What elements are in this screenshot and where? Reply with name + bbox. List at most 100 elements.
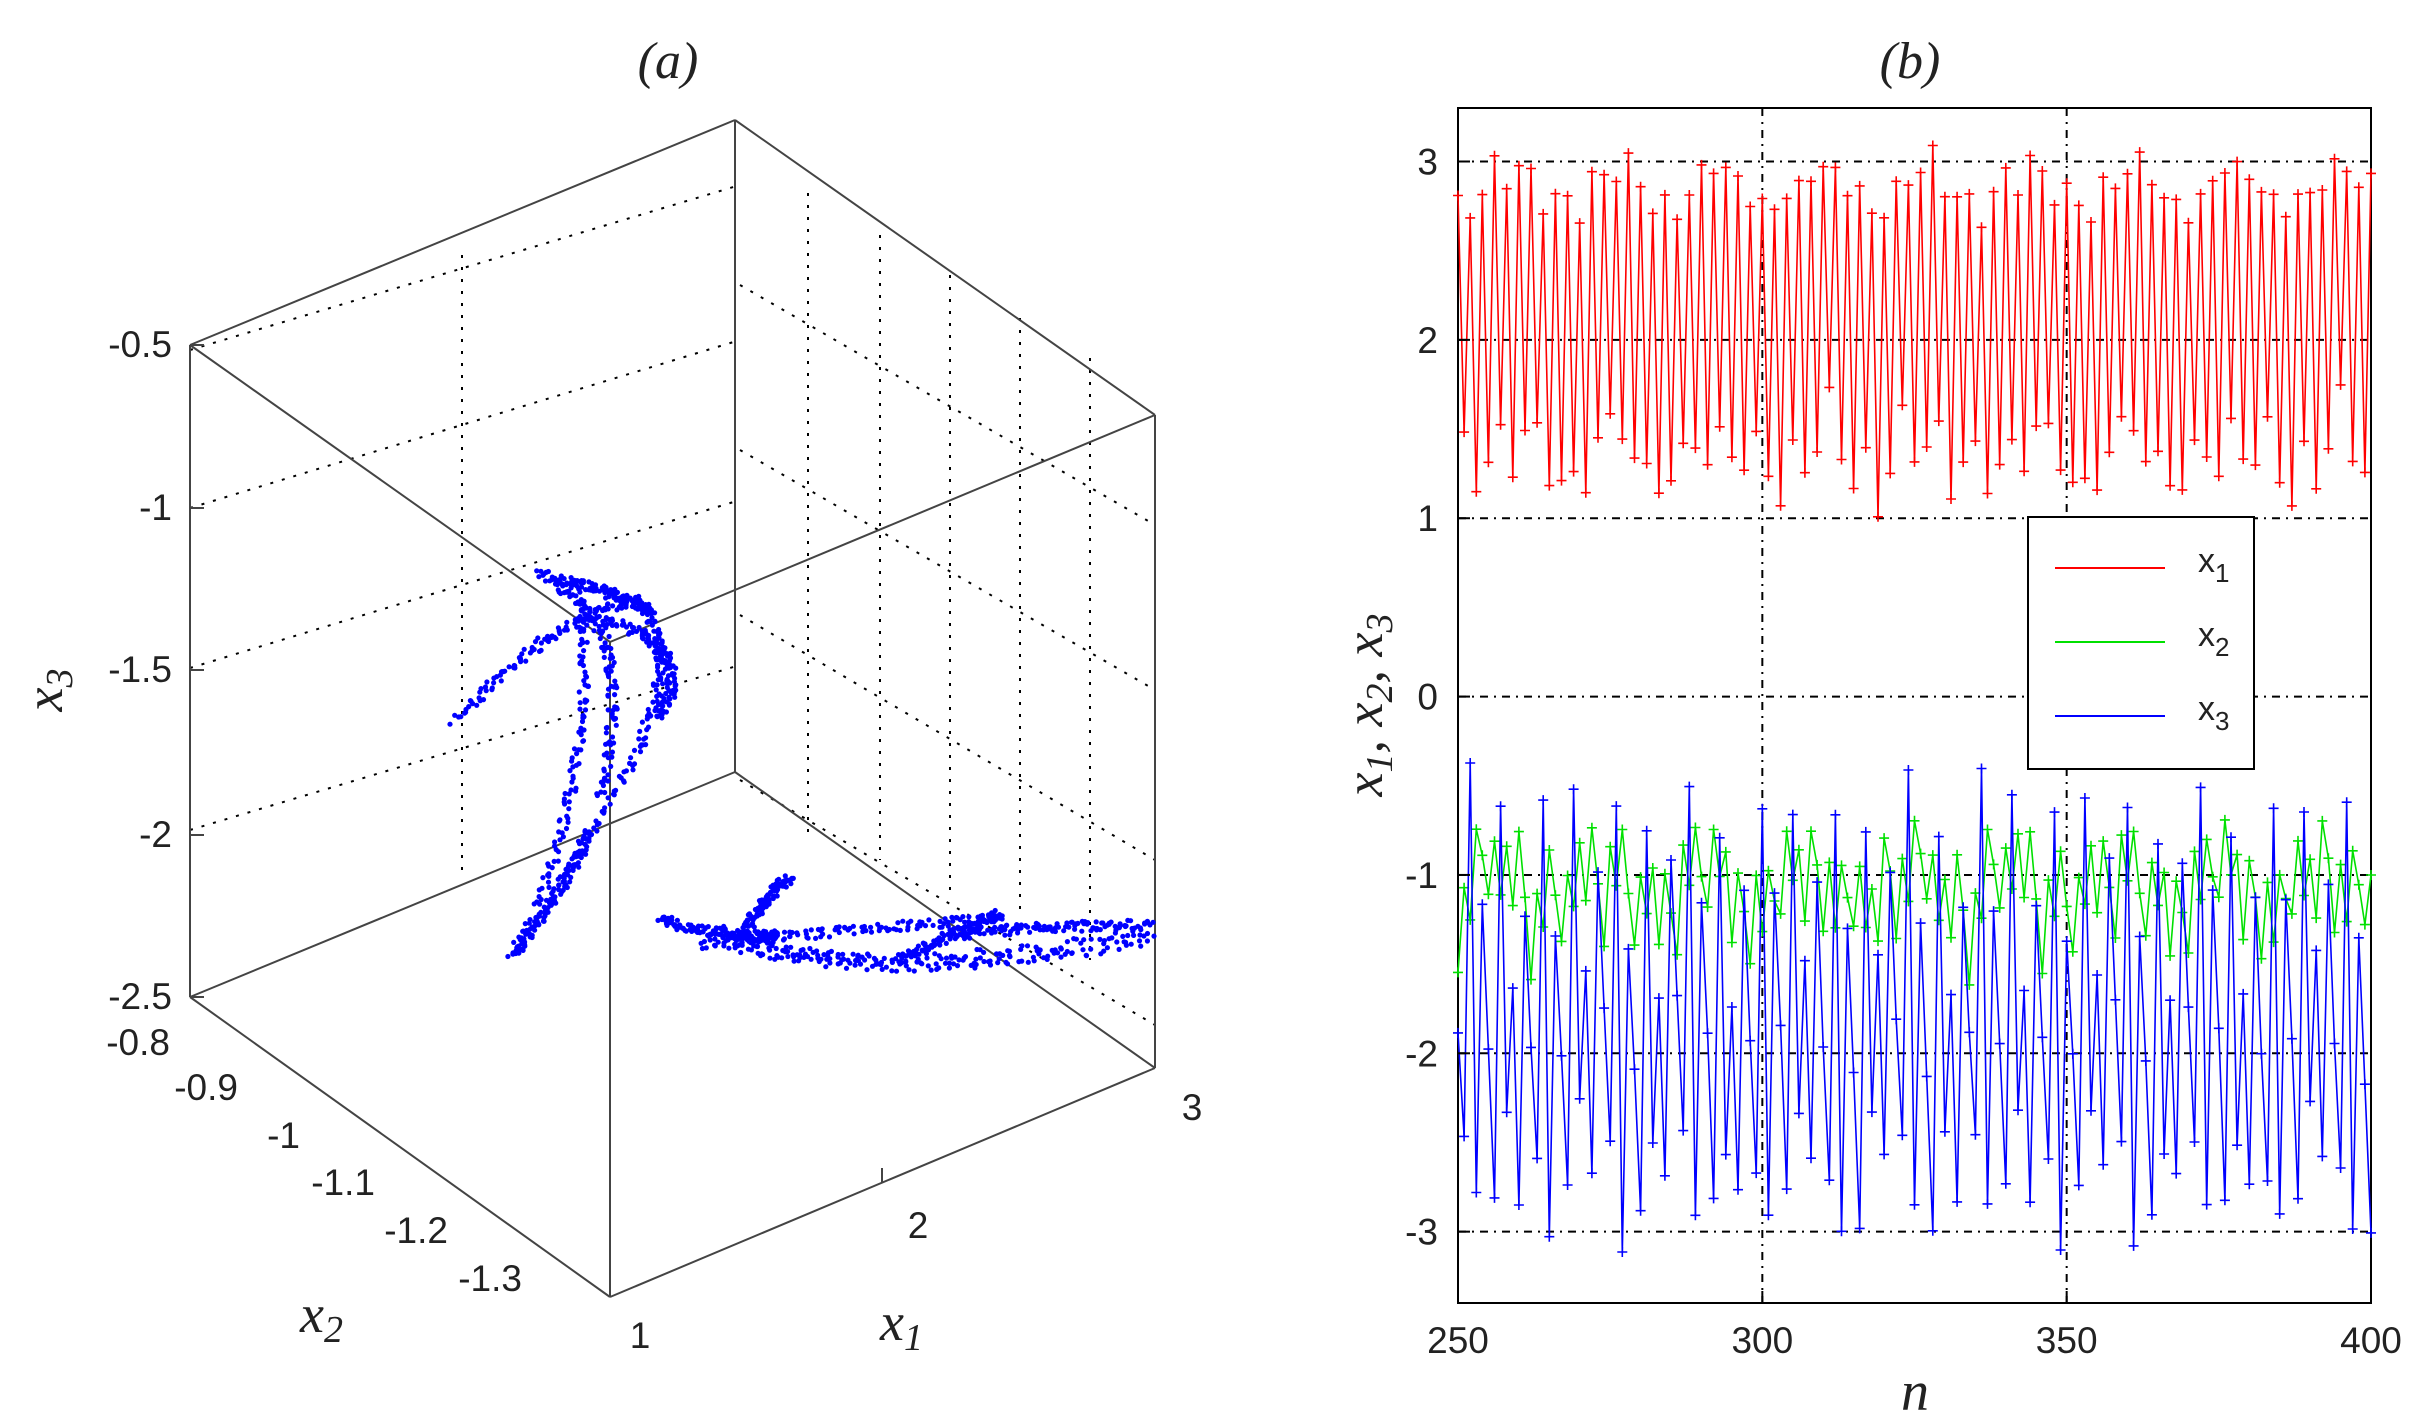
series-marker-x3 — [1477, 899, 1488, 910]
attractor-point — [911, 948, 917, 955]
attractor-point — [574, 578, 580, 585]
attractor-point — [924, 955, 930, 961]
attractor-point — [1116, 946, 1122, 953]
attractor-point — [791, 954, 797, 960]
series-marker-x3 — [1739, 885, 1750, 896]
series-marker-x2 — [1830, 922, 1841, 933]
series-marker-x2 — [1623, 888, 1634, 899]
y-tick-label: -1.1 — [311, 1162, 375, 1203]
attractor-point — [660, 681, 666, 687]
series-marker-x3 — [1964, 1027, 1975, 1038]
attractor-point — [563, 866, 569, 873]
attractor-point — [563, 871, 569, 877]
attractor-point — [543, 569, 549, 576]
attractor-point — [592, 584, 598, 590]
attractor-point — [648, 640, 654, 646]
attractor-point — [654, 636, 660, 643]
attractor-point — [893, 968, 900, 974]
series-marker-x1 — [1897, 400, 1908, 411]
series-marker-x1 — [2366, 168, 2376, 179]
series-marker-x2 — [1806, 826, 1816, 837]
svg-text:x3: x3 — [14, 669, 81, 713]
yb-comma2: , — [1334, 657, 1394, 684]
series-marker-x3 — [1696, 897, 1707, 908]
panel-a-title: (a) — [638, 33, 699, 90]
attractor-point — [992, 929, 998, 935]
series-marker-x3 — [1605, 1136, 1616, 1147]
attractor-point — [581, 648, 587, 654]
svg-text:x2: x2 — [2198, 616, 2229, 662]
series-marker-x1 — [2280, 211, 2291, 222]
attractor-point — [672, 675, 678, 682]
attractor-point — [759, 909, 765, 915]
series-marker-x3 — [1586, 1168, 1597, 1179]
attractor-point — [567, 879, 573, 885]
series-marker-x3 — [2086, 1105, 2096, 1116]
series-marker-x2 — [1720, 846, 1731, 857]
attractor-point — [703, 945, 709, 951]
series-marker-x2 — [1982, 824, 1993, 835]
series-marker-x2 — [2134, 888, 2145, 899]
series-marker-x3 — [1866, 1107, 1877, 1118]
attractor-point — [603, 730, 610, 736]
attractor-point — [663, 690, 669, 697]
series-marker-x3 — [1568, 784, 1579, 795]
series-marker-x1 — [1769, 204, 1780, 215]
attractor-point — [712, 942, 718, 948]
attractor-point — [580, 662, 587, 669]
series-marker-x3 — [1678, 1125, 1689, 1136]
series-marker-x1 — [1915, 167, 1926, 178]
attractor-point — [605, 692, 611, 698]
attractor-point — [474, 702, 480, 708]
attractor-point — [656, 626, 662, 633]
series-marker-x2 — [1873, 936, 1883, 947]
attractor-point — [653, 687, 659, 693]
series-marker-x1 — [2055, 465, 2066, 476]
attractor-point — [645, 706, 651, 713]
attractor-point — [527, 650, 534, 656]
series-marker-x1 — [1891, 176, 1902, 187]
attractor-point — [1045, 953, 1051, 959]
attractor-point — [1037, 947, 1043, 953]
attractor-point — [621, 769, 627, 775]
attractor-point — [667, 652, 673, 658]
series-marker-x1 — [1909, 456, 1920, 467]
attractor-point — [527, 917, 533, 923]
attractor-point — [561, 576, 567, 582]
series-marker-x1 — [2195, 188, 2206, 199]
attractor-point — [580, 619, 587, 625]
z-tick-label: -2 — [139, 814, 172, 855]
attractor-point — [511, 939, 517, 946]
yb-comma1: , — [1334, 726, 1394, 753]
panel-a-x-axis-label: x1 — [879, 1292, 923, 1359]
z-tick-label: -1.5 — [108, 649, 172, 690]
attractor-point — [652, 619, 658, 625]
attractor-point — [967, 935, 973, 941]
series-marker-x2 — [2353, 879, 2364, 890]
attractor-point — [995, 960, 1001, 966]
series-marker-x2 — [1921, 893, 1932, 904]
series-marker-x1 — [2250, 460, 2261, 471]
attractor-point — [701, 938, 708, 945]
series-marker-x1 — [1489, 150, 1500, 161]
series-marker-x3 — [2207, 885, 2218, 896]
attractor-point — [855, 958, 862, 964]
y-tick-label: 2 — [1417, 320, 1438, 361]
attractor-point — [562, 883, 568, 890]
attractor-point — [663, 921, 670, 927]
attractor-point — [612, 715, 619, 722]
series-marker-x1 — [1988, 186, 1999, 197]
attractor-point — [886, 926, 893, 933]
attractor-point — [1120, 933, 1126, 940]
attractor-point — [808, 927, 814, 933]
attractor-point — [567, 768, 573, 774]
attractor-point — [688, 924, 694, 930]
series-marker-x3 — [1927, 1225, 1938, 1236]
series-marker-x1 — [2092, 485, 2103, 496]
attractor-point — [943, 955, 950, 961]
attractor-point — [1112, 923, 1118, 930]
series-marker-x1 — [1702, 459, 1713, 470]
attractor-point — [600, 778, 607, 785]
series-marker-x1 — [1580, 487, 1591, 498]
